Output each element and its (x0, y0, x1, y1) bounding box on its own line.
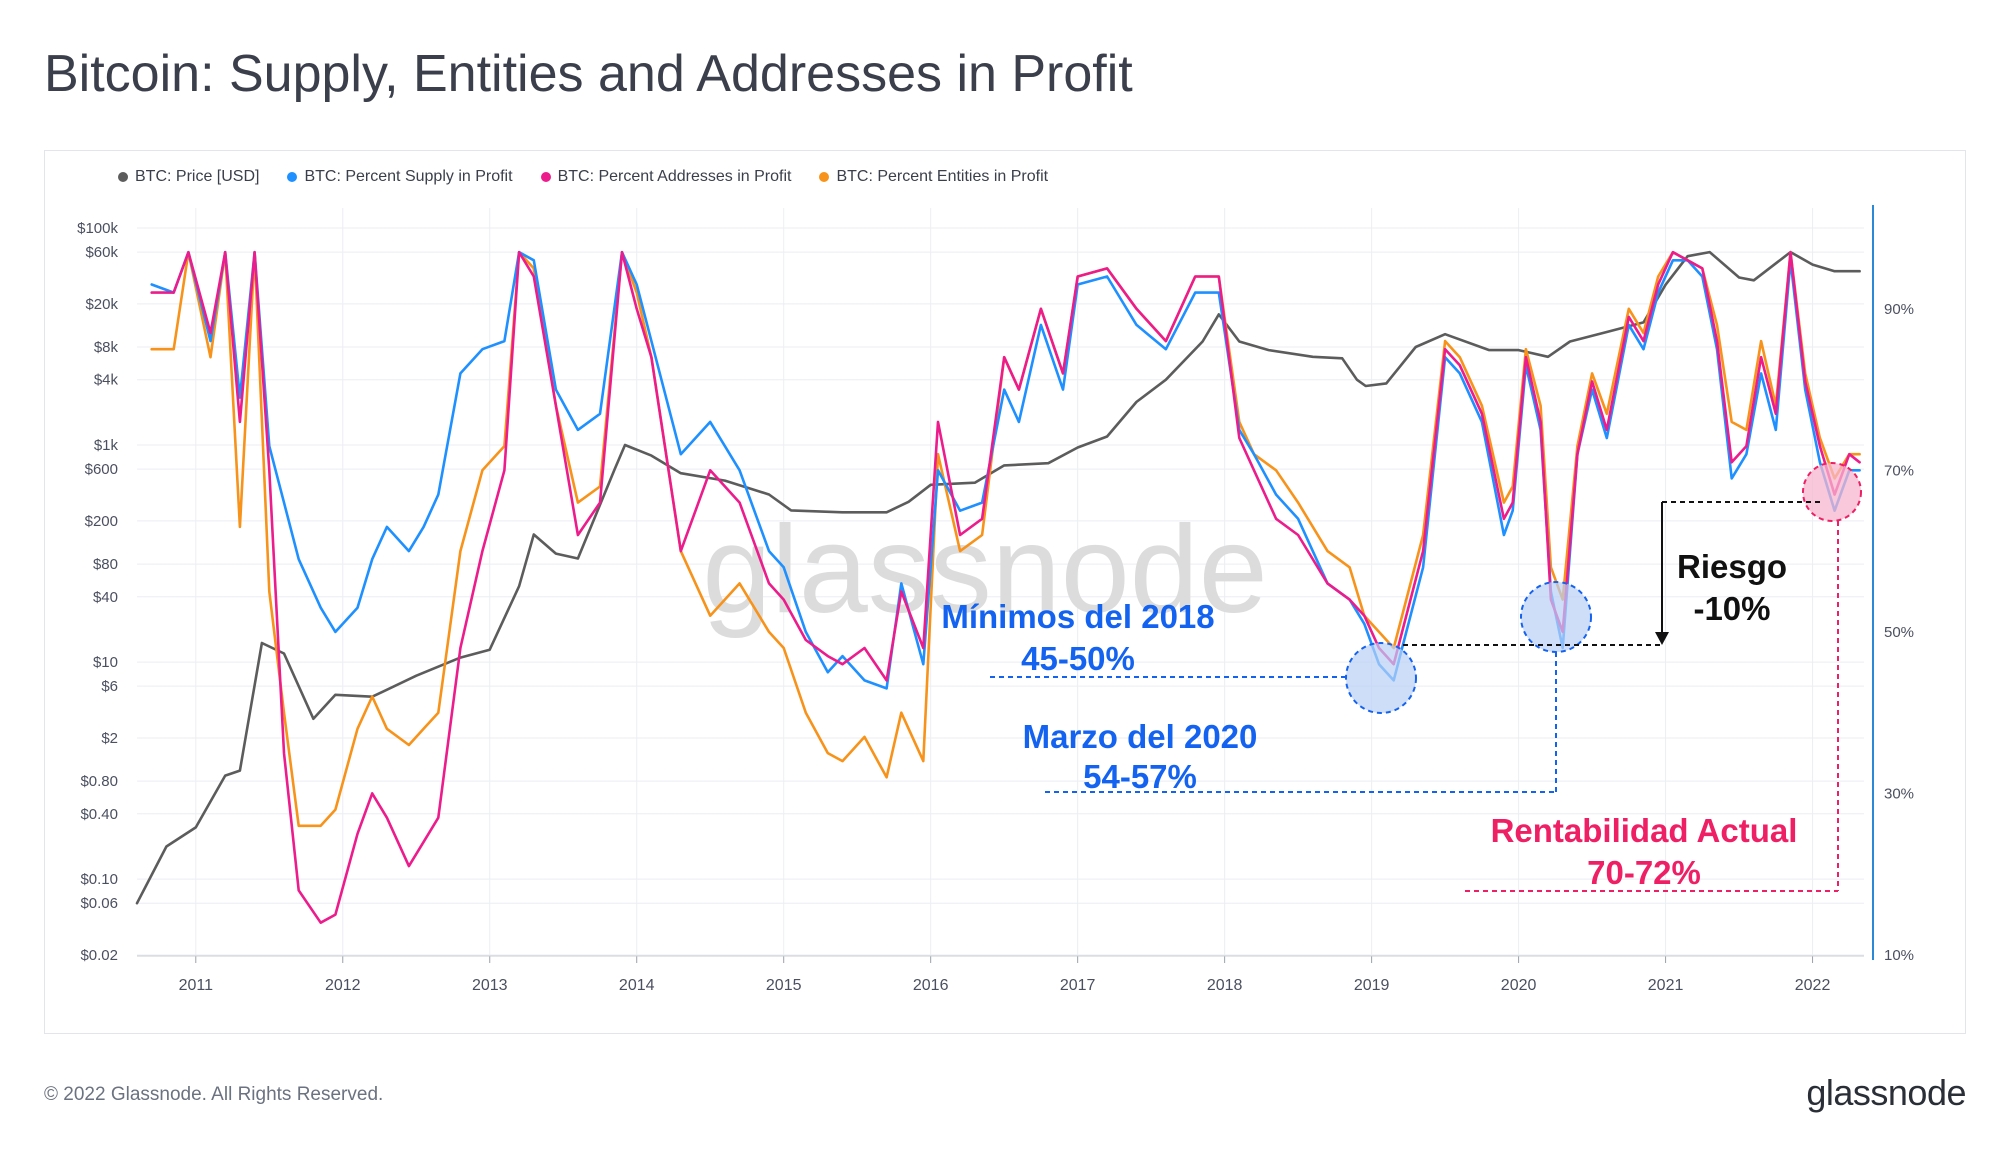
y-left-tick-label: $4k (94, 372, 119, 389)
y-right-tick-label: 10% (1884, 947, 1914, 964)
series-line-addresses (150, 250, 1861, 925)
annotation-2020-title: Marzo del 2020 (1023, 718, 1258, 755)
watermark-text: glassnode (702, 501, 1267, 639)
y-left-tick-label: $20k (85, 296, 118, 313)
annotation-2020-value: 54-57% (1083, 758, 1197, 795)
legend-item-supply[interactable]: BTC: Percent Supply in Profit (287, 168, 513, 186)
x-tick-label: 2019 (1354, 977, 1390, 994)
legend-label-price: BTC: Price [USD] (135, 168, 260, 185)
annotation-risk-value: -10% (1693, 590, 1770, 627)
y-right-tick-label: 30% (1884, 785, 1914, 802)
legend-dot-entities (819, 172, 830, 182)
y-axis-left: $100k $60k $20k $8k $4k $1k $600 $200 $80 $40 $10 $… (77, 220, 118, 964)
footer-brand-logo[interactable]: glassnode (1806, 1072, 1966, 1113)
y-left-tick-label: $600 (85, 461, 118, 478)
x-tick-label: 2014 (619, 977, 655, 994)
x-tick-label: 2021 (1648, 977, 1684, 994)
x-tick-label: 2018 (1207, 977, 1243, 994)
y-left-tick-label: $100k (77, 220, 118, 237)
annotation-2018-title: Mínimos del 2018 (941, 598, 1214, 635)
x-axis: 2011 2012 2013 2014 2015 2016 2017 2018 2019 2020… (137, 955, 1864, 994)
legend-label-entities: BTC: Percent Entities in Profit (836, 168, 1049, 185)
x-tick-label: 2016 (913, 977, 949, 994)
annotation-2018-value: 45-50% (1021, 640, 1135, 677)
footer-copyright: © 2022 Glassnode. All Rights Reserved. (44, 1084, 384, 1105)
legend-dot-supply (287, 172, 298, 182)
y-left-tick-label: $2 (101, 730, 118, 747)
chart-frame (44, 150, 1966, 1034)
legend-item-price[interactable]: BTC: Price [USD] (118, 168, 259, 186)
y-right-tick-label: 50% (1884, 624, 1914, 641)
risk-arrow-head (1655, 632, 1669, 645)
x-tick-label: 2022 (1795, 977, 1831, 994)
series-line-supply (150, 250, 1861, 690)
y-left-tick-label: $40 (93, 589, 118, 606)
x-tick-label: 2020 (1501, 977, 1537, 994)
circle-2018-low (1345, 642, 1417, 714)
y-left-tick-label: $0.02 (80, 947, 118, 964)
circle-2020-low (1520, 581, 1592, 653)
y-left-tick-label: $1k (94, 437, 119, 454)
y-left-tick-label: $10 (93, 654, 118, 671)
chart-series (135, 250, 1861, 925)
y-axis-right: 90% 70% 50% 30% 10% (1884, 301, 1914, 964)
legend-dot-addresses (540, 172, 551, 182)
legend-item-entities[interactable]: BTC: Percent Entities in Profit (819, 168, 1048, 186)
y-left-tick-label: $0.06 (80, 895, 118, 912)
y-left-tick-label: $80 (93, 556, 118, 573)
series-line-price (135, 250, 1861, 905)
annotation-current-value: 70-72% (1587, 854, 1701, 891)
y-left-tick-label: $0.80 (80, 773, 118, 790)
annotation-risk-title: Riesgo (1677, 548, 1787, 585)
y-left-tick-label: $8k (94, 339, 119, 356)
legend-label-addresses: BTC: Percent Addresses in Profit (557, 168, 792, 185)
chart-legend: BTC: Price [USD] BTC: Percent Supply in … (118, 168, 1048, 186)
y-left-tick-label: $200 (85, 513, 118, 530)
legend-item-addresses[interactable]: BTC: Percent Addresses in Profit (540, 168, 792, 186)
circle-current (1802, 462, 1862, 522)
x-tick-label: 2013 (472, 977, 508, 994)
y-left-tick-label: $0.40 (80, 806, 118, 823)
x-tick-label: 2015 (766, 977, 802, 994)
legend-label-supply: BTC: Percent Supply in Profit (304, 168, 513, 185)
y-right-tick-label: 70% (1884, 462, 1914, 479)
y-right-tick-label: 90% (1884, 301, 1914, 318)
chart-grid (137, 208, 1864, 956)
annotation-current-title: Rentabilidad Actual (1491, 812, 1798, 849)
y-left-tick-label: $0.10 (80, 871, 118, 888)
x-tick-label: 2011 (179, 977, 214, 994)
x-tick-label: 2012 (325, 977, 361, 994)
page-title: Bitcoin: Supply, Entities and Addresses … (44, 45, 1133, 103)
legend-dot-price (118, 172, 128, 182)
y-left-tick-label: $6 (101, 678, 118, 695)
y-left-tick-label: $60k (85, 244, 118, 261)
annotations: Mínimos del 2018 45-50% Marzo del 2020 5… (941, 462, 1862, 892)
x-tick-label: 2017 (1060, 977, 1096, 994)
